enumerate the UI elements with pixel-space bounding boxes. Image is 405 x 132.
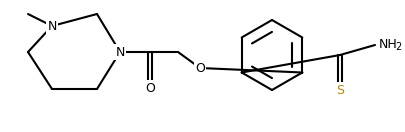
Text: N: N — [47, 20, 57, 32]
Text: O: O — [145, 81, 155, 95]
Text: S: S — [335, 84, 343, 96]
Text: O: O — [194, 62, 205, 74]
Text: NH: NH — [378, 39, 397, 51]
Text: N: N — [115, 46, 124, 58]
Text: 2: 2 — [394, 42, 400, 52]
